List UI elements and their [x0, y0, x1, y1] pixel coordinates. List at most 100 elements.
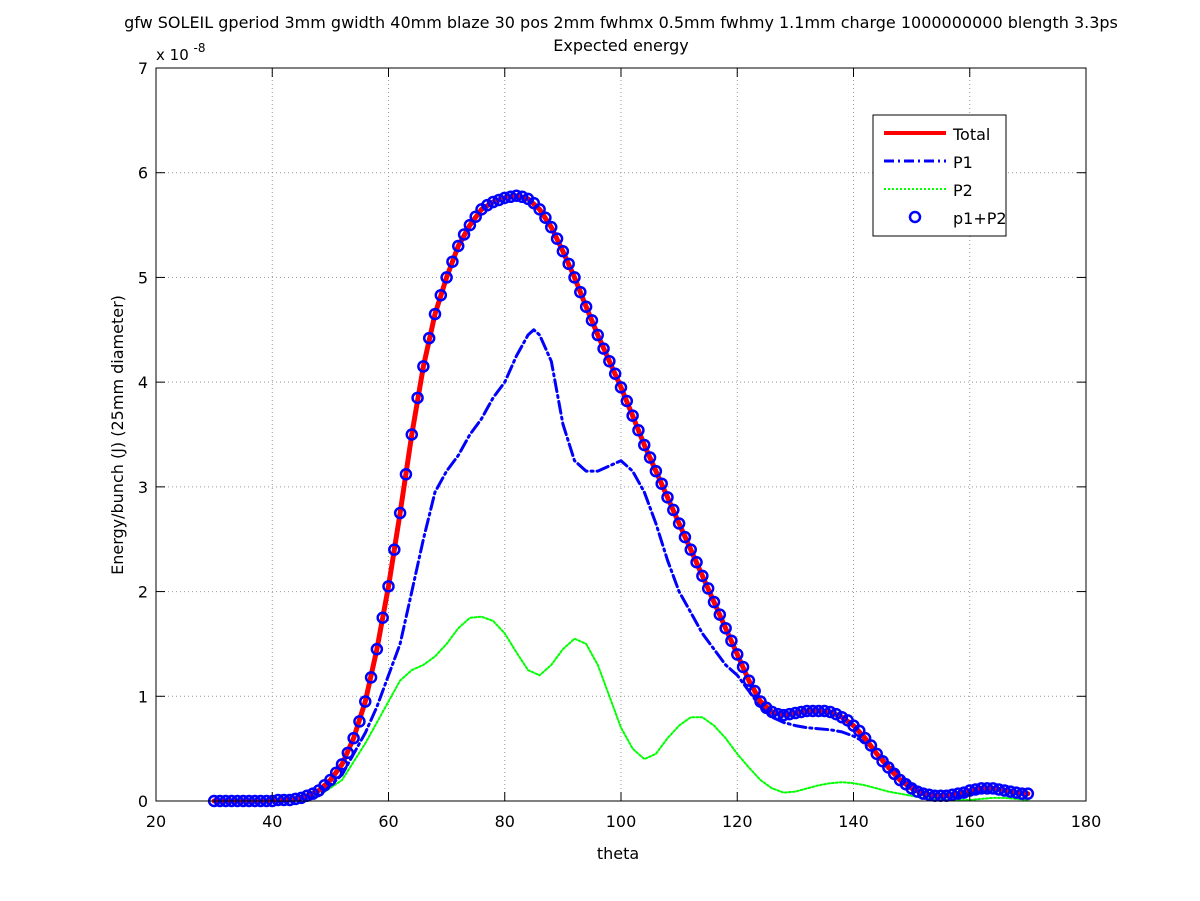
y-tick-label: 3: [138, 478, 148, 497]
data-point-p1-p2: [562, 257, 575, 271]
y-tick-label: 0: [138, 792, 148, 811]
data-point-p1-p2: [870, 747, 883, 761]
data-point-p1-p2: [626, 409, 639, 422]
x-tick-label: 80: [495, 812, 515, 831]
data-point-p1-p2: [411, 391, 424, 405]
data-point-p1-p2: [649, 464, 663, 478]
data-point-p1-p2: [864, 739, 878, 752]
data-point-p1-p2: [295, 791, 308, 805]
data-point-p1-p2: [428, 307, 442, 321]
series-line-p1: [212, 328, 1030, 803]
data-point-p1-p2: [498, 191, 511, 205]
data-point-p1-p2: [1015, 787, 1029, 800]
data-point-p1-p2: [364, 671, 378, 684]
x-tick-label: 120: [722, 812, 753, 831]
data-point-p1-p2: [818, 704, 831, 718]
data-point-p1-p2: [771, 707, 785, 721]
data-point-p1-p2: [388, 543, 401, 556]
axis-ticks: 20 40 60 80 100 120 140 160 180 0 1 2 3 4 5 6 7: [138, 59, 1101, 831]
data-point-p1-p2: [731, 648, 744, 661]
x-tick-label: 20: [146, 812, 166, 831]
data-point-p1-p2: [632, 424, 645, 437]
x-tick-label: 100: [606, 812, 637, 831]
y-tick-label: 5: [138, 268, 148, 287]
data-point-p1-p2: [789, 706, 802, 720]
data-point-p1-p2: [725, 634, 738, 648]
data-point-p1-p2: [376, 611, 389, 624]
data-point-p1-p2: [463, 218, 477, 232]
data-point-p1-p2: [277, 793, 291, 807]
data-point-p1-p2: [911, 785, 924, 798]
data-point-p1-p2: [289, 792, 302, 806]
legend-label-p2: P2: [953, 181, 973, 200]
data-point-p1-p2: [353, 715, 366, 728]
data-point-p1-p2: [643, 451, 657, 464]
data-point-p1-p2: [806, 704, 820, 718]
legend: Total P1 P2 p1+P2: [872, 114, 1007, 237]
y-tick-label: 4: [138, 373, 148, 392]
data-point-p1-p2: [1010, 786, 1023, 799]
y-exponent-base: x 10: [156, 46, 189, 64]
data-point-p1-p2: [405, 428, 418, 441]
y-tick-label: 1: [138, 687, 148, 706]
x-tick-label: 60: [378, 812, 398, 831]
data-point-p1-p2: [980, 782, 994, 795]
x-tick-label: 140: [838, 812, 869, 831]
data-point-p1-p2: [678, 530, 692, 544]
series-line-p2: [213, 615, 1029, 802]
data-point-p1-p2: [957, 786, 971, 799]
x-tick-label: 180: [1071, 812, 1102, 831]
data-point-p1-p2: [556, 245, 570, 258]
data-point-p1-p2: [713, 608, 727, 621]
data-point-p1-p2: [614, 381, 628, 394]
data-point-p1-p2: [324, 773, 337, 787]
legend-swatch-p1p2: [908, 210, 922, 224]
x-tick-label: 40: [262, 812, 282, 831]
data-point-p1-p2: [951, 787, 965, 800]
y-axis-label: Energy/bunch (J) (25mm diameter): [108, 295, 127, 575]
data-point-p1-p2: [579, 300, 593, 313]
data-point-p1-p2: [457, 228, 471, 241]
data-point-p1-p2: [620, 394, 634, 408]
data-point-p1-p2: [568, 271, 581, 284]
data-point-p1-p2: [672, 517, 686, 530]
data-point-p1-p2: [655, 477, 668, 490]
data-point-p1-p2: [504, 190, 517, 204]
data-point-p1-p2: [585, 314, 599, 327]
data-point-p1-p2: [469, 210, 482, 223]
data-point-p1-p2: [736, 660, 750, 674]
data-point-p1-p2: [591, 328, 604, 342]
data-point-p1-p2: [701, 582, 715, 595]
data-point-p1-p2: [946, 788, 959, 801]
data-point-p1-p2: [515, 190, 529, 204]
data-point-p1-p2: [434, 288, 448, 302]
y-tick-label: 7: [138, 59, 148, 78]
data-point-p1-p2: [690, 556, 703, 569]
data-point-p1-p2: [347, 731, 360, 745]
data-point-p1-p2: [696, 569, 709, 583]
data-point-p1-p2: [422, 331, 436, 345]
data-point-p1-p2: [1004, 785, 1017, 798]
data-point-p1-p2: [719, 621, 732, 635]
data-point-p1-p2: [533, 203, 546, 216]
data-point-p1-p2: [638, 438, 651, 452]
data-point-p1-p2: [742, 674, 756, 687]
data-point-p1-p2: [417, 360, 430, 373]
data-point-p1-p2: [853, 724, 866, 738]
data-point-p1-p2: [545, 220, 558, 234]
data-point-p1-p2: [574, 285, 587, 299]
data-point-p1-p2: [707, 595, 721, 609]
data-point-p1-p2: [452, 239, 465, 253]
data-point-p1-p2: [486, 195, 500, 209]
data-point-p1-p2: [492, 193, 506, 207]
data-point-p1-p2: [550, 232, 564, 245]
data-point-p1-p2: [539, 211, 552, 224]
x-axis-label: theta: [597, 844, 639, 863]
data-point-p1-p2: [748, 684, 761, 698]
data-point-p1-p2: [661, 491, 674, 504]
data-point-p1-p2: [975, 782, 988, 795]
data-point-p1-p2: [992, 783, 1006, 796]
data-point-p1-p2: [765, 705, 779, 719]
data-point-p1-p2: [794, 705, 808, 719]
data-point-p1-p2: [370, 642, 384, 656]
